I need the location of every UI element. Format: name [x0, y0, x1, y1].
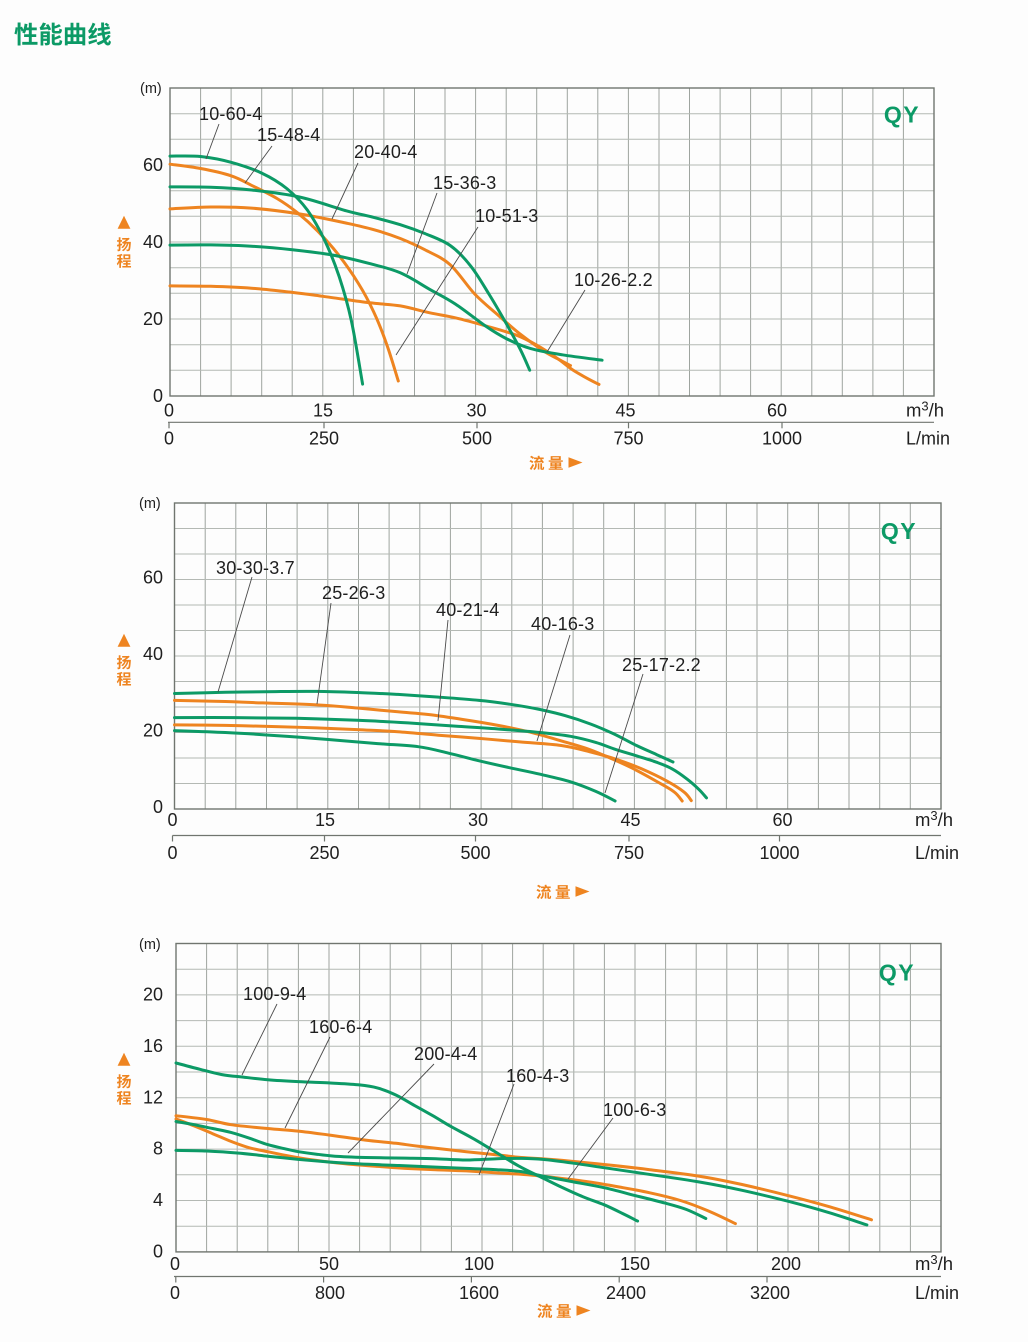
svg-text:15: 15 [315, 810, 335, 830]
svg-text:QY: QY [879, 960, 915, 986]
svg-text:15: 15 [313, 401, 333, 421]
svg-text:25-26-3: 25-26-3 [322, 583, 385, 603]
svg-text:1600: 1600 [459, 1283, 499, 1303]
svg-text:800: 800 [315, 1283, 345, 1303]
svg-text:40-21-4: 40-21-4 [436, 600, 499, 620]
svg-text:60: 60 [772, 810, 792, 830]
svg-text:0: 0 [153, 1242, 163, 1262]
svg-text:30: 30 [468, 810, 488, 830]
svg-text:m3/h: m3/h [915, 808, 953, 830]
svg-text:10-26-2.2: 10-26-2.2 [574, 270, 653, 290]
svg-text:45: 45 [620, 810, 640, 830]
svg-text:40: 40 [143, 644, 163, 664]
svg-text:100: 100 [464, 1254, 494, 1274]
svg-text:2400: 2400 [606, 1283, 646, 1303]
svg-text:0: 0 [167, 843, 177, 863]
svg-text:L/min: L/min [906, 429, 950, 449]
svg-text:m3/h: m3/h [915, 1252, 953, 1274]
svg-text:20: 20 [143, 721, 163, 741]
svg-text:20: 20 [143, 985, 163, 1005]
svg-text:200: 200 [771, 1254, 801, 1274]
svg-text:15-36-3: 15-36-3 [433, 173, 496, 193]
svg-text:60: 60 [143, 155, 163, 175]
svg-text:3200: 3200 [750, 1283, 790, 1303]
svg-text:45: 45 [615, 401, 635, 421]
svg-text:0: 0 [170, 1254, 180, 1274]
svg-text:20: 20 [143, 309, 163, 329]
svg-text:500: 500 [460, 843, 490, 863]
svg-text:20-40-4: 20-40-4 [354, 142, 417, 162]
svg-text:m3/h: m3/h [906, 399, 944, 421]
svg-text:16: 16 [143, 1036, 163, 1056]
svg-text:12: 12 [143, 1087, 163, 1107]
svg-text:40: 40 [143, 232, 163, 252]
svg-text:150: 150 [620, 1254, 650, 1274]
svg-text:25-17-2.2: 25-17-2.2 [622, 655, 701, 675]
svg-text:0: 0 [164, 401, 174, 421]
svg-text:50: 50 [319, 1254, 339, 1274]
svg-text:250: 250 [309, 843, 339, 863]
svg-text:(m): (m) [139, 937, 161, 953]
svg-text:1000: 1000 [762, 429, 802, 449]
svg-text:160-4-3: 160-4-3 [506, 1066, 569, 1086]
svg-text:0: 0 [153, 797, 163, 817]
svg-text:L/min: L/min [915, 1283, 959, 1303]
svg-text:QY: QY [881, 518, 917, 544]
svg-text:QY: QY [884, 102, 920, 128]
svg-text:10-60-4: 10-60-4 [199, 104, 262, 124]
svg-text:250: 250 [309, 429, 339, 449]
svg-text:60: 60 [767, 401, 787, 421]
svg-text:15-48-4: 15-48-4 [257, 125, 320, 145]
svg-text:0: 0 [170, 1283, 180, 1303]
svg-text:1000: 1000 [759, 843, 799, 863]
svg-text:750: 750 [613, 429, 643, 449]
svg-text:10-51-3: 10-51-3 [475, 206, 538, 226]
svg-text:(m): (m) [140, 81, 162, 97]
svg-text:40-16-3: 40-16-3 [531, 614, 594, 634]
svg-text:0: 0 [153, 386, 163, 406]
svg-text:(m): (m) [139, 496, 161, 512]
svg-text:160-6-4: 160-6-4 [309, 1017, 372, 1037]
svg-text:30: 30 [466, 401, 486, 421]
svg-text:500: 500 [462, 429, 492, 449]
svg-text:4: 4 [153, 1190, 163, 1210]
svg-text:750: 750 [614, 843, 644, 863]
svg-text:200-4-4: 200-4-4 [414, 1044, 477, 1064]
svg-text:L/min: L/min [915, 843, 959, 863]
svg-text:8: 8 [153, 1139, 163, 1159]
svg-text:60: 60 [143, 568, 163, 588]
svg-text:0: 0 [164, 429, 174, 449]
svg-text:30-30-3.7: 30-30-3.7 [216, 558, 295, 578]
svg-text:100-9-4: 100-9-4 [243, 984, 306, 1004]
svg-text:100-6-3: 100-6-3 [603, 1100, 666, 1120]
svg-text:0: 0 [167, 810, 177, 830]
